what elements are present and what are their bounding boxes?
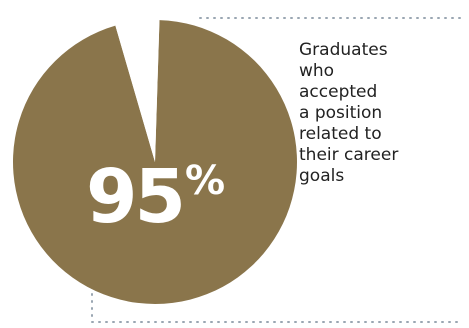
percent-label: 95%	[86, 160, 225, 234]
caption-line: Graduates	[299, 40, 388, 60]
caption-line: goals	[299, 166, 345, 186]
caption: Graduates who accepted a position relate…	[299, 40, 459, 187]
caption-line: their career	[299, 145, 399, 165]
caption-line: accepted	[299, 82, 378, 102]
percent-symbol: %	[184, 158, 226, 204]
pie-slices	[12, 20, 297, 304]
pie-slice-main	[12, 20, 297, 304]
caption-line: who	[299, 61, 335, 81]
pie-slice-gap	[115, 20, 160, 163]
percent-value: 95	[86, 154, 186, 240]
caption-line: a position	[299, 103, 383, 123]
caption-line: related to	[299, 124, 382, 144]
